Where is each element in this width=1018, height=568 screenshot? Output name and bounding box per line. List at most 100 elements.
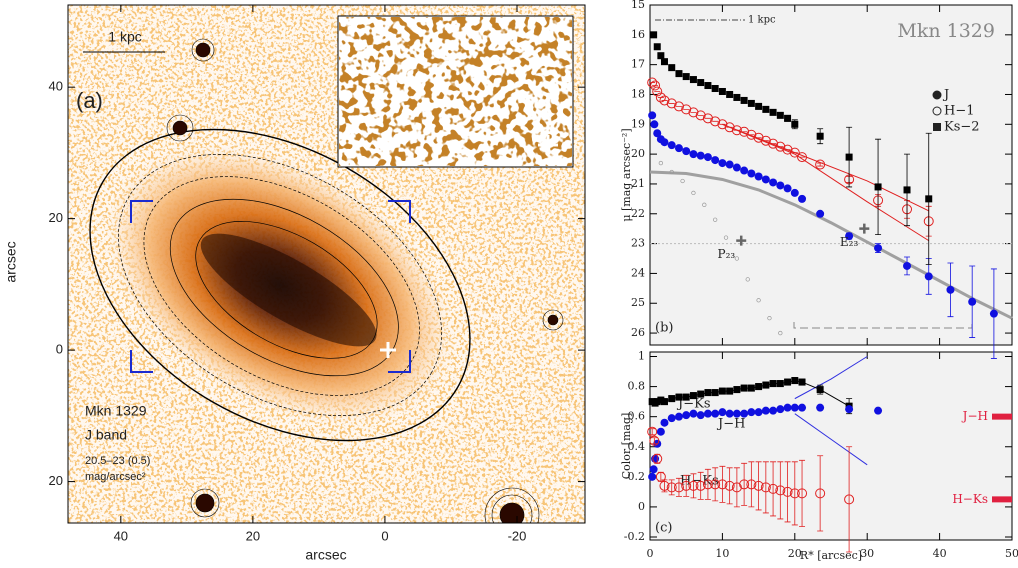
point — [718, 159, 727, 168]
point — [769, 108, 777, 116]
point — [747, 99, 755, 107]
point — [790, 403, 799, 412]
y-axis-label: arcsec — [3, 241, 19, 282]
error-bar — [762, 461, 769, 514]
error-bar — [846, 446, 853, 553]
point — [666, 482, 677, 493]
point — [740, 384, 748, 392]
error-bar — [649, 428, 656, 436]
point — [718, 408, 727, 417]
x-tick-label: 0 — [647, 547, 654, 560]
point — [650, 31, 658, 39]
error-bar — [704, 468, 711, 500]
error-bar — [668, 479, 675, 496]
point — [682, 147, 691, 156]
error-bar — [817, 162, 824, 167]
point — [697, 390, 705, 398]
point — [711, 85, 719, 93]
point — [783, 184, 792, 193]
error-bar — [675, 477, 682, 497]
point — [740, 96, 748, 104]
point — [768, 483, 779, 494]
point — [924, 272, 933, 281]
point — [659, 95, 670, 106]
point — [650, 120, 659, 129]
point — [691, 190, 696, 196]
point — [655, 471, 666, 482]
marker-label: P₂₃ — [718, 247, 736, 261]
point — [925, 195, 933, 203]
point — [768, 138, 779, 149]
point — [704, 82, 712, 90]
point — [648, 111, 657, 120]
point — [673, 482, 684, 493]
model-curve — [722, 123, 929, 212]
point — [696, 151, 705, 160]
point — [689, 150, 698, 159]
point — [844, 494, 855, 505]
error-bar — [712, 467, 719, 502]
point — [675, 70, 683, 78]
profile-marker — [736, 235, 747, 246]
galaxy-image — [68, 5, 585, 523]
point — [760, 482, 771, 493]
error-bar — [770, 461, 777, 517]
point — [724, 480, 735, 491]
error-bar — [799, 459, 806, 527]
point — [656, 427, 665, 436]
error-bar — [683, 474, 690, 497]
point — [776, 405, 785, 414]
point — [874, 183, 882, 191]
point — [731, 125, 742, 136]
point — [769, 380, 777, 388]
model-curve — [794, 356, 868, 400]
band: J band — [85, 427, 127, 443]
point — [754, 172, 763, 181]
error-bar — [741, 462, 748, 506]
point — [845, 232, 854, 241]
point — [746, 129, 757, 140]
y-tick-label: -0.2 — [624, 530, 645, 543]
x-tick-label: 50 — [1005, 547, 1018, 560]
point — [659, 480, 670, 491]
point — [815, 159, 826, 170]
point — [747, 384, 755, 392]
object-name: Mkn 1329 — [85, 403, 147, 419]
point — [784, 114, 792, 122]
y-tick-label: 26 — [631, 326, 645, 339]
y-tick-label: 15 — [631, 0, 645, 11]
point — [989, 309, 998, 318]
point — [816, 386, 824, 394]
point — [739, 479, 750, 490]
x-tick-label: 10 — [715, 547, 729, 560]
point — [688, 480, 699, 491]
y-tick-label: 0 — [638, 500, 645, 513]
x-axis-label: arcsec — [305, 547, 346, 563]
x-tick-label: 40 — [114, 528, 128, 543]
point — [667, 141, 676, 150]
point — [789, 147, 800, 158]
point — [816, 403, 825, 412]
point — [747, 169, 756, 178]
frame-a — [67, 4, 586, 524]
series-label: J−H — [716, 417, 745, 432]
point — [713, 217, 718, 222]
point — [755, 383, 763, 391]
point — [761, 406, 770, 415]
point — [903, 261, 912, 270]
point — [734, 256, 740, 261]
point — [726, 387, 734, 395]
point — [797, 488, 808, 499]
error-bar — [726, 467, 733, 505]
point — [760, 135, 771, 146]
y-tick-label: 22 — [631, 207, 645, 220]
point — [666, 98, 677, 109]
point — [649, 435, 660, 446]
x-axis-label: R* [arcsec] — [800, 549, 862, 562]
point — [782, 144, 793, 155]
y-axis-label: Color [mag] — [620, 413, 633, 480]
point — [667, 414, 676, 423]
point — [776, 380, 784, 388]
point — [653, 43, 661, 51]
point — [753, 132, 764, 143]
